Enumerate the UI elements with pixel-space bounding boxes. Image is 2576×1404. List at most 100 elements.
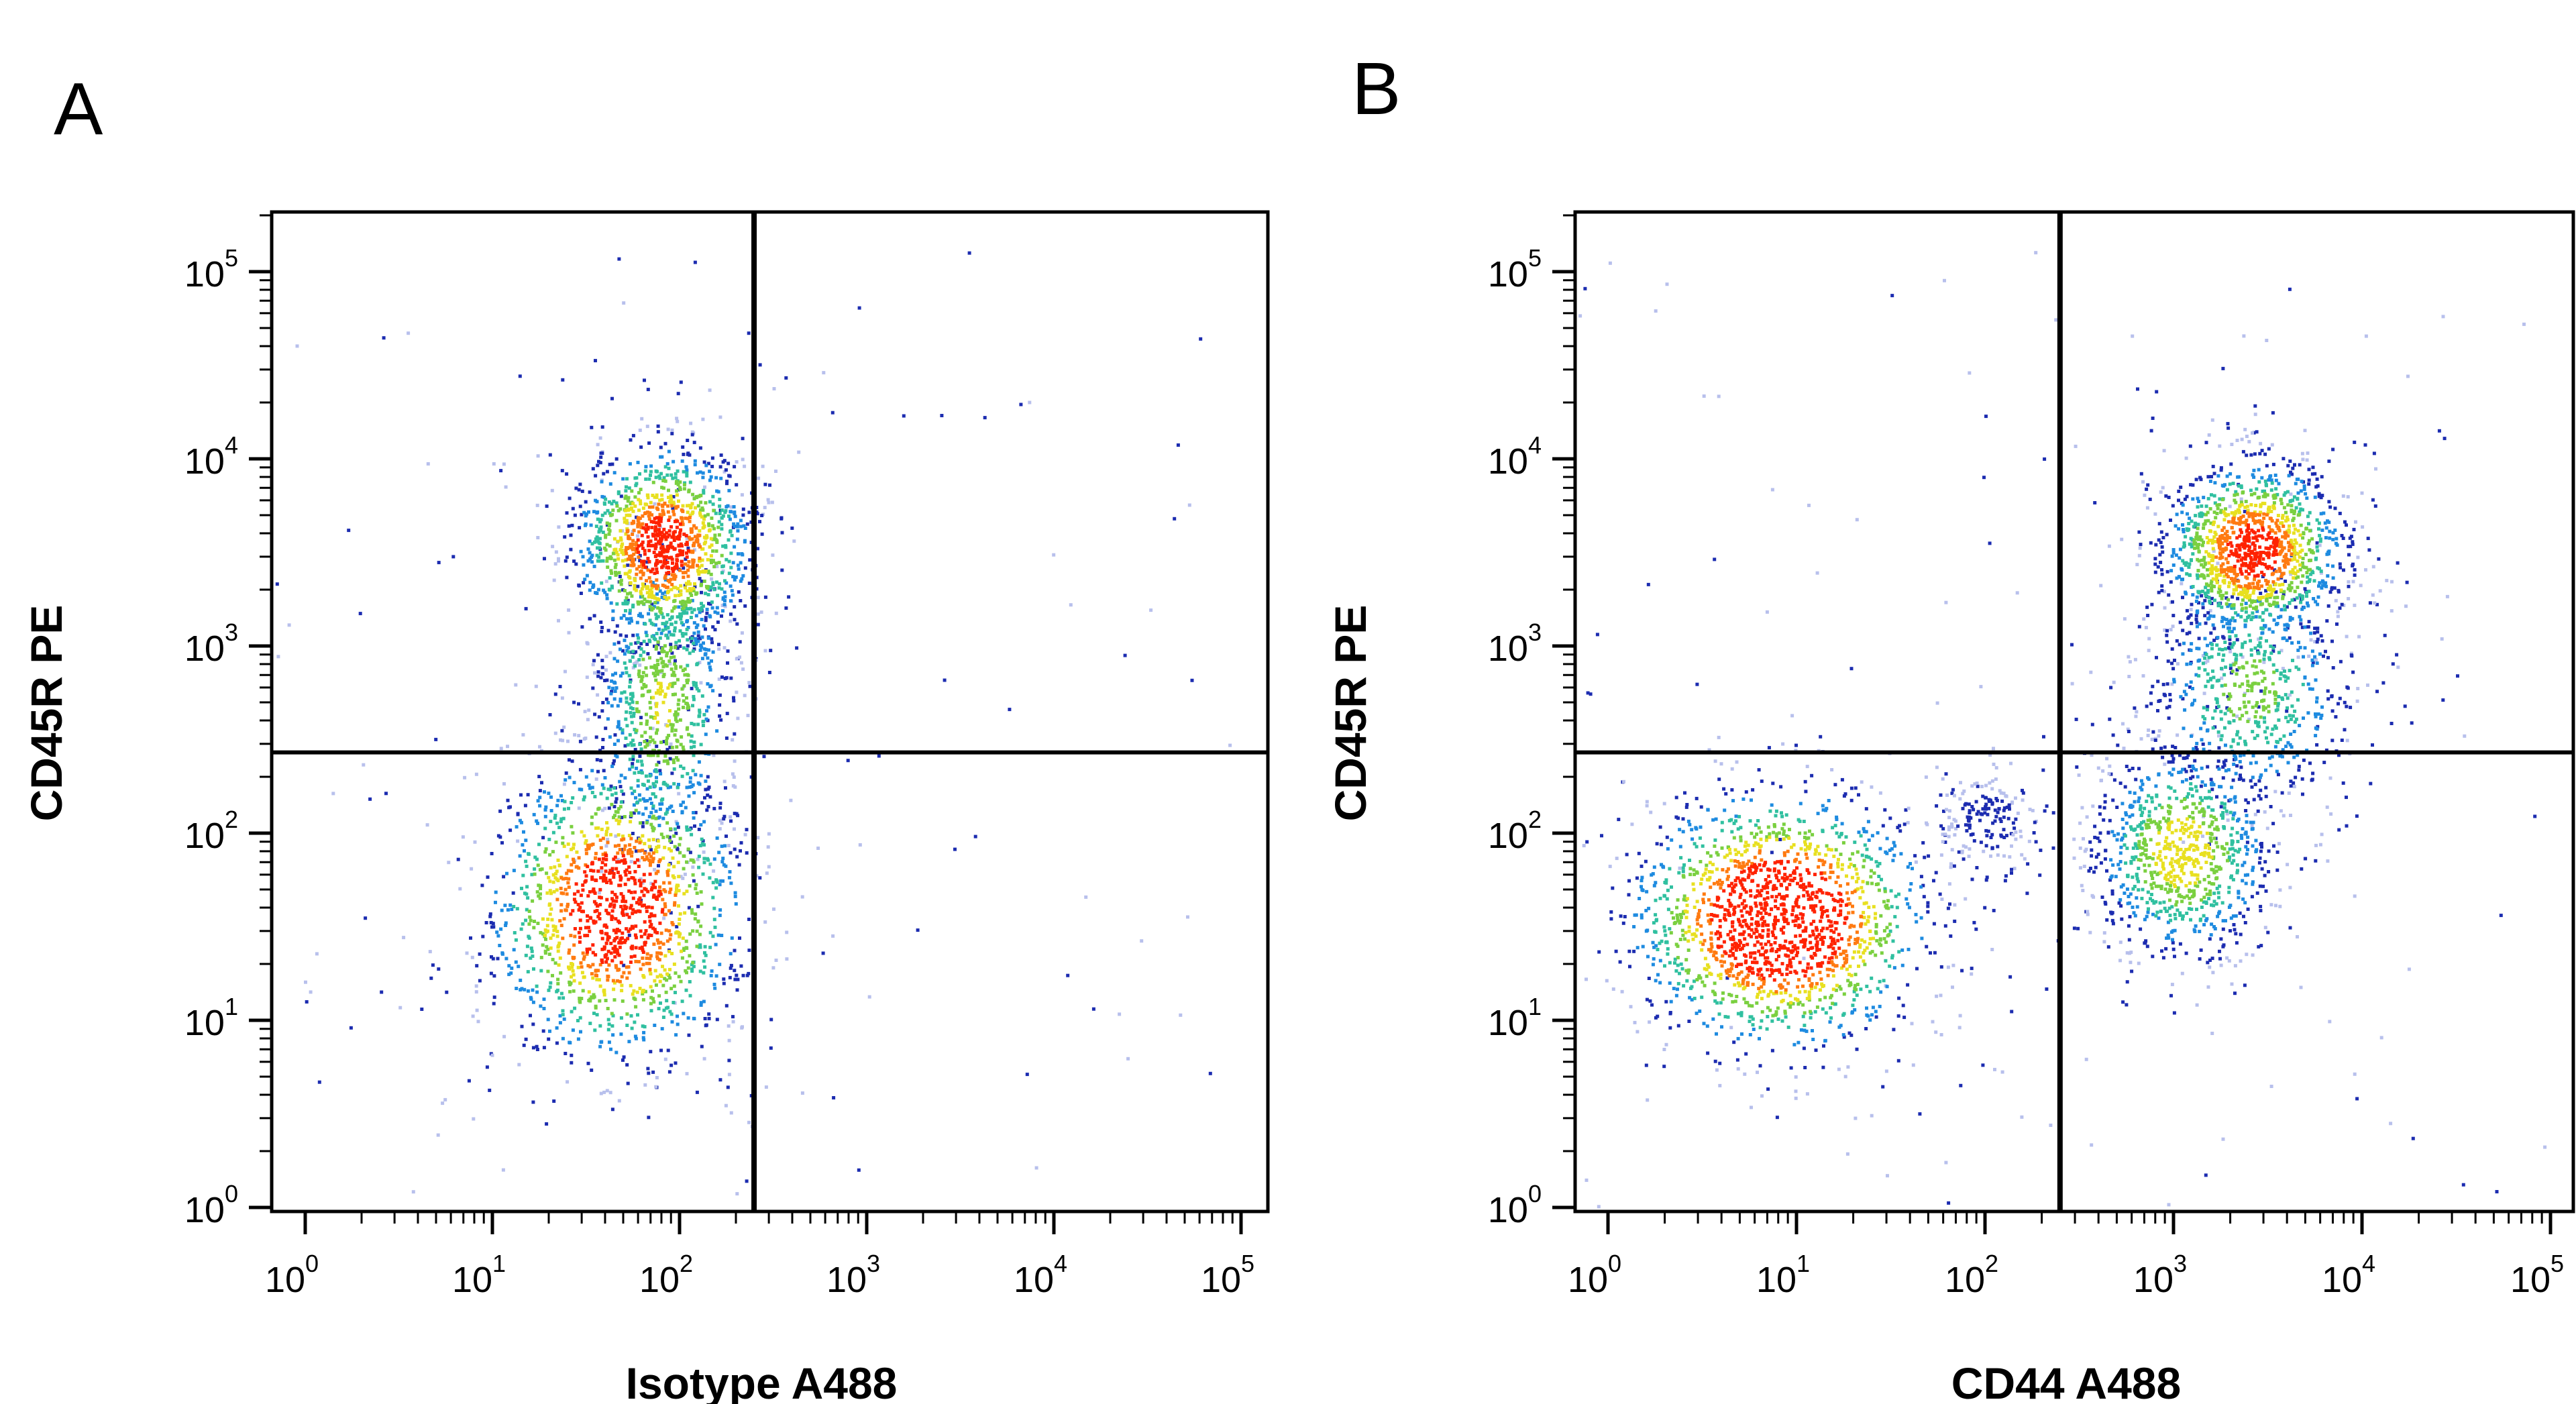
event-dot: [633, 910, 637, 914]
event-dot: [2533, 814, 2537, 818]
event-dot: [1982, 476, 1986, 480]
event-dot: [2076, 926, 2080, 930]
event-dot: [2133, 706, 2137, 710]
event-dot: [489, 971, 493, 975]
event-dot: [524, 859, 528, 863]
event-dot: [578, 918, 582, 922]
event-dot: [1623, 915, 1627, 918]
event-dot: [1981, 1063, 1985, 1067]
event-dot: [780, 517, 784, 521]
event-dot: [631, 896, 635, 900]
event-dot: [1996, 845, 2000, 849]
event-dot: [1890, 294, 1894, 298]
event-dot: [608, 735, 612, 739]
event-dot: [649, 1002, 653, 1006]
event-dot: [577, 866, 581, 870]
event-dot: [639, 881, 643, 885]
event-dot: [621, 588, 625, 592]
event-dot: [2153, 562, 2157, 566]
event-dot: [605, 593, 609, 597]
event-dot: [2151, 747, 2155, 751]
event-dot: [699, 890, 703, 894]
event-dot: [652, 942, 656, 947]
event-dot: [1953, 833, 1957, 837]
event-dot: [2127, 768, 2131, 772]
event-dot: [604, 497, 608, 501]
event-dot: [2167, 1203, 2171, 1207]
event-dot: [605, 678, 609, 682]
event-dot: [1609, 910, 1613, 914]
event-dot: [686, 618, 690, 623]
event-dot: [610, 802, 614, 806]
event-dot: [674, 519, 677, 523]
event-dot: [2206, 659, 2210, 663]
event-dot: [606, 788, 610, 792]
event-dot: [655, 567, 659, 571]
event-dot: [2269, 805, 2273, 808]
event-dot: [690, 722, 694, 725]
event-dot: [622, 552, 626, 556]
event-dot: [556, 977, 560, 981]
event-dot: [2232, 923, 2236, 926]
event-dot: [606, 1007, 610, 1010]
event-dot: [591, 963, 595, 967]
event-dot: [632, 711, 636, 715]
event-dot: [2033, 820, 2037, 824]
event-dot: [765, 871, 769, 875]
event-dot: [545, 944, 549, 949]
event-dot: [641, 594, 645, 598]
event-dot: [657, 864, 660, 868]
event-dot: [645, 673, 649, 678]
event-dot: [1993, 808, 1997, 812]
event-dot: [565, 871, 569, 875]
event-dot: [600, 709, 604, 713]
event-dot: [1907, 806, 1911, 810]
event-dot: [724, 736, 729, 740]
event-dot: [627, 702, 631, 706]
event-dot: [584, 863, 588, 867]
event-dot: [643, 1025, 647, 1029]
event-dot: [2009, 761, 2012, 765]
event-dot: [789, 798, 793, 802]
event-dot: [614, 834, 618, 838]
event-dot: [2217, 746, 2221, 750]
event-dot: [686, 966, 690, 970]
event-dot: [685, 471, 689, 475]
event-dot: [613, 855, 617, 859]
event-dot: [1932, 879, 1935, 883]
event-dot: [686, 574, 690, 578]
event-dot: [720, 934, 724, 937]
event-dot: [1947, 816, 1951, 820]
event-dot: [631, 912, 635, 916]
event-dot: [2149, 702, 2153, 706]
event-dot: [641, 951, 645, 954]
event-dot: [1118, 1012, 1122, 1016]
event-dot: [604, 548, 608, 552]
event-dot: [727, 844, 731, 847]
event-dot: [2288, 636, 2292, 640]
event-dot: [733, 759, 737, 763]
event-dot: [715, 565, 719, 568]
event-dot: [1954, 826, 1958, 830]
event-dot: [676, 786, 680, 790]
event-dot: [2306, 451, 2310, 455]
event-dot: [567, 608, 571, 612]
event-dot: [1941, 840, 1945, 844]
event-dot: [2263, 860, 2267, 864]
event-dot: [1805, 765, 1809, 769]
event-dot: [2351, 670, 2355, 674]
event-dot: [739, 599, 743, 602]
event-dot: [724, 676, 729, 680]
event-dot: [645, 961, 649, 965]
event-dot: [649, 810, 653, 814]
event-dot: [1898, 824, 1901, 828]
event-dot: [736, 563, 740, 568]
event-dot: [702, 712, 706, 716]
event-dot: [2002, 836, 2006, 839]
event-dot: [688, 851, 692, 855]
event-dot: [643, 920, 647, 924]
event-dot: [629, 836, 633, 841]
event-dot: [630, 489, 634, 493]
event-dot: [606, 974, 610, 978]
event-dot: [738, 655, 741, 659]
